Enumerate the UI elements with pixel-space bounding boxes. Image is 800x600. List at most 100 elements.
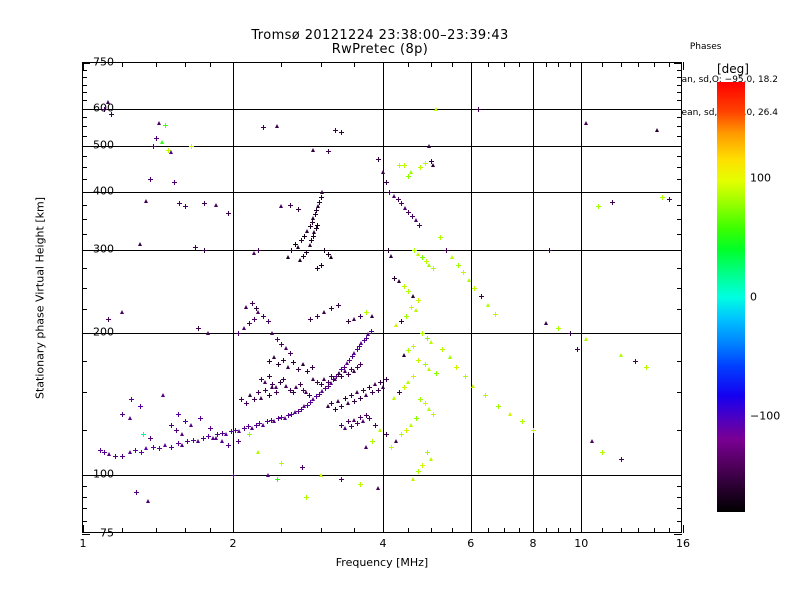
- data-point: [406, 289, 412, 295]
- data-point: [322, 377, 327, 381]
- x-axis-tick-minor: [601, 62, 603, 67]
- data-point: [263, 387, 269, 393]
- y-axis-tick-label: 600: [93, 101, 114, 115]
- data-point: [463, 374, 469, 380]
- data-point: [253, 306, 259, 312]
- data-point: [388, 444, 394, 450]
- colorbar-gradient: [717, 82, 745, 512]
- x-axis-tick-major: [233, 525, 234, 533]
- data-point: [190, 437, 196, 443]
- data-point: [315, 313, 321, 319]
- data-point: [364, 413, 370, 419]
- data-point: [256, 310, 261, 315]
- data-point: [153, 135, 159, 141]
- gridline-horizontal: [83, 145, 681, 147]
- data-point: [305, 369, 311, 375]
- data-point: [345, 319, 351, 325]
- data-point: [325, 148, 331, 154]
- x-axis-tick-minor: [558, 528, 560, 533]
- y-axis-tick-major: [674, 534, 682, 535]
- data-point: [427, 367, 432, 372]
- data-point: [395, 197, 401, 203]
- data-point: [274, 124, 279, 129]
- data-point: [372, 382, 377, 387]
- data-point: [348, 367, 354, 373]
- data-point: [352, 350, 357, 355]
- x-axis-tick-minor: [558, 62, 560, 67]
- y-axis-tick-major: [674, 63, 682, 64]
- data-point: [292, 241, 298, 247]
- data-point: [411, 344, 417, 350]
- y-axis-tick-minor: [677, 234, 682, 236]
- y-axis-tick-minor: [677, 126, 682, 128]
- data-point: [247, 392, 252, 397]
- data-point: [261, 125, 267, 131]
- data-point: [310, 233, 316, 239]
- data-point: [300, 362, 305, 367]
- x-axis-tick-minor: [570, 528, 572, 533]
- data-point: [422, 401, 428, 407]
- data-point: [486, 302, 491, 307]
- data-point: [120, 310, 125, 315]
- data-point: [175, 441, 181, 447]
- data-point: [348, 392, 354, 398]
- data-point: [394, 439, 399, 444]
- y-axis-tick-minor: [82, 179, 87, 181]
- data-point: [336, 371, 342, 377]
- x-axis-tick-label: 2: [229, 537, 237, 550]
- data-point: [345, 401, 350, 406]
- data-point: [283, 346, 288, 351]
- data-point: [408, 170, 413, 175]
- gridline-horizontal: [83, 250, 681, 252]
- data-point: [195, 326, 201, 332]
- data-point: [402, 205, 407, 210]
- data-point: [312, 212, 318, 218]
- data-point: [311, 397, 316, 402]
- data-point: [127, 416, 132, 421]
- data-point: [255, 390, 261, 396]
- y-axis-tick-minor: [677, 360, 682, 362]
- data-point: [251, 316, 257, 322]
- gridline-vertical: [383, 63, 384, 532]
- data-point: [179, 442, 184, 447]
- data-point: [394, 323, 399, 328]
- data-point: [341, 364, 347, 370]
- data-point: [352, 369, 357, 374]
- y-axis-tick-major: [674, 145, 682, 147]
- data-point: [413, 218, 418, 223]
- data-point: [202, 201, 208, 207]
- data-point: [420, 255, 426, 261]
- data-point: [309, 237, 315, 243]
- data-point: [354, 347, 360, 353]
- y-axis-tick-label: 750: [93, 55, 114, 69]
- x-axis-tick-minor: [122, 528, 124, 533]
- data-point: [391, 395, 396, 400]
- data-point: [239, 397, 245, 403]
- data-point: [439, 347, 445, 353]
- x-axis-tick-minor: [184, 528, 186, 533]
- data-point: [246, 321, 252, 327]
- data-point: [328, 380, 333, 385]
- data-point: [329, 401, 335, 407]
- data-point: [195, 439, 200, 444]
- y-axis-tick-minor: [677, 135, 682, 137]
- y-axis-tick-minor: [677, 92, 682, 94]
- data-point: [251, 397, 257, 403]
- y-axis-tick-minor: [677, 520, 682, 522]
- data-point: [299, 407, 305, 413]
- data-point: [249, 425, 254, 430]
- data-point: [161, 392, 166, 397]
- data-point: [609, 200, 615, 206]
- data-point: [137, 404, 143, 410]
- x-axis-tick-minor: [601, 528, 603, 533]
- data-point: [237, 429, 242, 434]
- data-point: [214, 202, 219, 207]
- data-point: [268, 417, 274, 423]
- data-point: [401, 284, 407, 290]
- y-axis-tick-minor: [82, 268, 87, 270]
- data-point: [361, 419, 366, 424]
- data-point: [305, 228, 310, 233]
- data-point: [332, 377, 337, 381]
- data-point: [286, 364, 291, 369]
- data-point: [401, 163, 407, 169]
